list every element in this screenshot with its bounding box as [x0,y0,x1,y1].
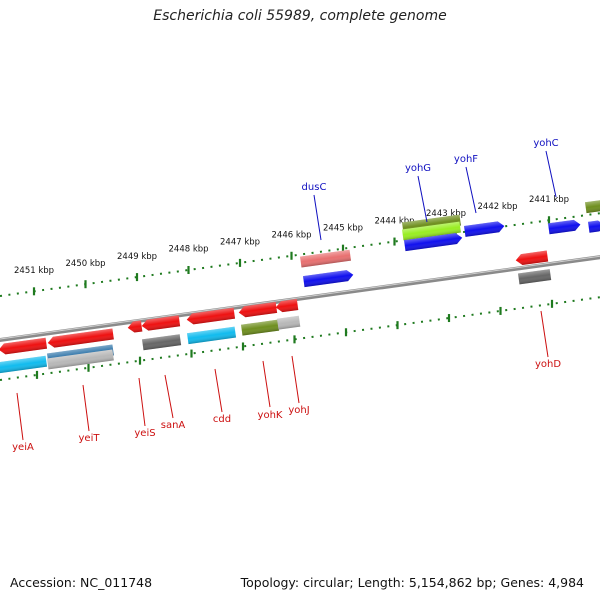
label-leader [465,166,477,214]
label-leader [417,175,428,223]
scale-ticks: 2451 kbp 2450 kbp 2449 kbp 2448 kbp 2447 kbp… [0,195,600,381]
gene-label-yeiA: yeiA [12,442,34,453]
scale-label: 2445 kbp [323,223,363,233]
backbone-line [0,255,600,343]
gene-yeiT-arrow [47,328,114,348]
gene-label-yohG: yohG [405,163,431,174]
scale-label: 2448 kbp [169,245,209,255]
gene-cdd-arrow [186,307,236,325]
gene-label-yohD: yohD [535,359,561,370]
gene-yohD-arrow [515,250,549,266]
gene-yeiT-feature-2 [47,349,114,370]
gene-cdd-feature [187,326,237,345]
label-leader [16,392,24,441]
gene-label-yohJ: yohJ [288,405,309,416]
map-title: Escherichia coli 55989, complete genome [153,8,447,24]
scale-label: 2447 kbp [220,238,260,248]
gene-label-sanA: sanA [161,420,186,431]
gene-dusC-feature [300,249,352,268]
upper-scale-ruler [0,212,600,297]
gene-yohK-feature [241,319,280,336]
scale-label: 2450 kbp [66,259,106,269]
gene-yohJ-arrow [275,299,299,313]
accession-text: Accession: NC_011748 [10,575,153,590]
gene-extra-feature [585,199,600,214]
topology-summary: Topology: circular; Length: 5,154,862 bp… [240,575,584,590]
scale-label: 2444 kbp [375,216,415,226]
label-leader [138,377,146,427]
gene-yohG-feature-2 [402,221,461,241]
gene-label-yohF: yohF [454,154,478,165]
gene-label-yeiT: yeiT [79,433,101,444]
gene-label-cdd: cdd [213,414,231,425]
gene-sanA-feature [142,334,182,351]
label-leader [262,360,271,408]
gene-label-yohC: yohC [533,138,558,149]
scale-label: 2441 kbp [529,195,569,205]
label-leader [214,368,223,413]
gene-labels: dusC yohG yohF yohC yeiA yeiT yeiS sanA cdd yohK y… [12,138,561,453]
gene-sanA-arrow [141,315,181,331]
gene-extra-arrow [588,220,600,233]
label-leader [164,374,174,419]
label-leader [545,150,557,198]
label-leader [82,384,90,432]
gene-yohG-arrow [404,233,463,252]
backbone-highlight [0,255,600,340]
label-leader [313,194,322,241]
label-leader [540,310,549,358]
backbone [0,255,600,343]
scale-label: 2443 kbp [426,209,466,219]
scale-label: 2451 kbp [14,266,54,276]
label-leader [291,355,300,404]
scale-label: 2442 kbp [478,202,518,212]
gene-yohJ-feature [277,315,301,330]
gene-yeiA-arrow [0,337,48,355]
scale-label: 2449 kbp [117,252,157,262]
features [0,199,600,374]
gene-label-yohK: yohK [258,410,283,421]
gene-yohK-arrow [238,301,278,318]
gene-label-dusC: dusC [302,182,327,193]
gene-yeiS-arrow [127,320,143,333]
gene-yohC-arrow [548,219,581,235]
gene-yohF-arrow [464,221,505,237]
gene-yohD-feature [518,269,552,285]
gene-label-yeiS: yeiS [134,428,155,439]
gene-dusC-arrow [303,270,354,288]
gene-yeiA-feature [0,355,48,374]
scale-label: 2446 kbp [272,231,312,241]
